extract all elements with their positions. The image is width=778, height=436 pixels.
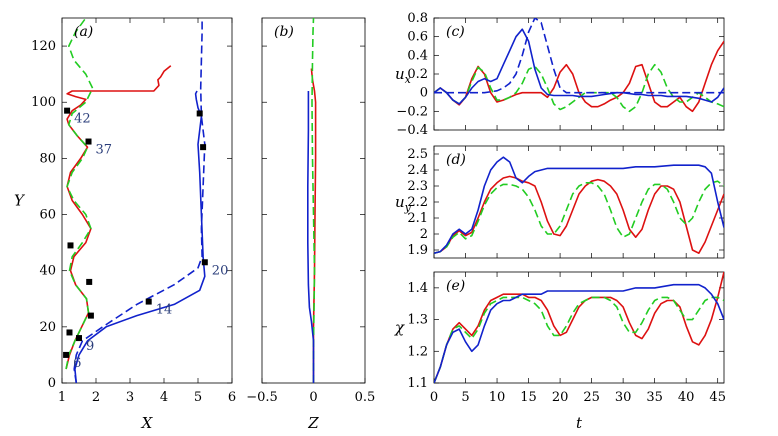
y-axis-label: Y [14, 192, 26, 210]
time-marker-label: 6 [73, 356, 81, 371]
panel-c: −0.4 −0.2 0 0.2 0.4 0.6 0.8 (c) ux [395, 11, 725, 138]
x-tick-label: 15 [520, 390, 537, 405]
series-line-1 [311, 18, 316, 383]
time-marker [87, 312, 94, 319]
axis-frame [433, 17, 725, 131]
series-line-1 [434, 180, 724, 254]
x-tick-label: 0 [430, 390, 438, 405]
y-tick-label: 2.1 [407, 211, 428, 226]
y-tick-label: −0.2 [396, 104, 428, 119]
x-tick-label: 4 [160, 390, 168, 405]
time-marker [66, 329, 73, 336]
y-tick-label: 0 [420, 86, 428, 101]
series-line-0 [434, 40, 724, 113]
y-tick-label: 0.6 [407, 30, 428, 45]
x-tick-label: 0.5 [355, 390, 376, 405]
y-tick-label: 0.8 [407, 11, 428, 26]
y-tick-label: 2.2 [407, 195, 428, 210]
y-tick-label: −0.4 [396, 123, 428, 138]
y-tick-label: 2 [420, 227, 428, 242]
x-axis-label: X [141, 414, 154, 432]
y-tick-label: 120 [31, 39, 56, 54]
x-tick-label: 30 [615, 390, 632, 405]
y-axis-label: ux [395, 65, 412, 86]
time-marker-label: 37 [96, 143, 113, 158]
series-line-2 [307, 91, 315, 383]
y-tick-label: 1.9 [407, 243, 428, 258]
time-marker [67, 242, 74, 249]
series-line-3 [73, 18, 206, 383]
y-tick-label: 0 [48, 376, 56, 391]
y-tick-label: 1.3 [407, 313, 428, 328]
panel-label: (c) [446, 24, 465, 40]
x-tick-label: 1 [58, 390, 66, 405]
x-tick-label: 40 [678, 390, 695, 405]
series-line-2 [74, 90, 206, 383]
panel-label: (d) [446, 152, 466, 168]
x-tick-label: −0.5 [246, 390, 278, 405]
y-tick-label: 60 [39, 208, 56, 223]
x-tick-label: 0 [309, 390, 317, 405]
y-tick-label: 2.5 [407, 147, 428, 162]
panel-label: (b) [274, 24, 294, 40]
series-line-1 [65, 18, 94, 370]
time-marker [64, 107, 71, 114]
panel-label: (a) [74, 24, 93, 40]
axis-frame [433, 271, 725, 384]
series-line-0 [434, 175, 724, 254]
x-tick-label: 25 [583, 390, 600, 405]
time-marker [86, 278, 93, 285]
time-marker-label: 42 [74, 112, 91, 127]
y-tick-label: 40 [39, 264, 56, 279]
panel-b: −0.5 0 0.5 (b) Z [246, 17, 376, 432]
y-tick-label: 1.1 [407, 376, 428, 391]
x-tick-label: 3 [126, 390, 134, 405]
x-tick-label: 6 [228, 390, 236, 405]
y-axis-label: uy [395, 193, 412, 214]
series-line-2 [434, 28, 724, 105]
x-tick-label: 5 [194, 390, 202, 405]
y-tick-label: 80 [39, 151, 56, 166]
time-marker-label: 9 [86, 339, 94, 354]
x-tick-label: 20 [552, 390, 569, 405]
y-tick-label: 20 [39, 320, 56, 335]
panel-label: (e) [446, 278, 465, 294]
x-tick-label: 5 [461, 390, 469, 405]
series-line-2 [434, 283, 724, 383]
series-line-1 [434, 296, 724, 383]
axis-frame [61, 17, 233, 384]
y-tick-label: 0.4 [407, 48, 428, 63]
time-marker [200, 144, 207, 151]
time-marker-label: 20 [212, 263, 229, 278]
y-tick-label: 100 [31, 95, 56, 110]
x-axis-label: t [576, 414, 583, 432]
series-line-2 [434, 156, 724, 254]
panel-e: 0 5 10 15 20 25 30 35 40 45 1.1 1.2 1.3 1.4 (e) t χ [394, 271, 726, 432]
time-marker [76, 335, 82, 342]
y-tick-label: 1.2 [407, 344, 428, 359]
y-tick-label: 1.4 [407, 281, 428, 296]
series-line-3 [434, 18, 724, 94]
time-marker [196, 110, 203, 117]
panel-d: 1.922.12.22.32.42.5 (d) uy [395, 145, 725, 259]
y-tick-label: 2.3 [407, 179, 428, 194]
y-axis-label: χ [394, 319, 405, 337]
time-marker-label: 14 [156, 303, 173, 318]
x-tick-label: 2 [92, 390, 100, 405]
y-tick-label: 2.4 [407, 163, 428, 178]
y-tick-label: 0.2 [407, 67, 428, 82]
x-tick-label: 45 [709, 390, 726, 405]
time-marker [85, 138, 92, 145]
time-marker [201, 259, 208, 266]
x-axis-label: Z [307, 414, 319, 432]
x-tick-label: 35 [646, 390, 663, 405]
time-marker [63, 351, 70, 358]
series-line-1 [434, 63, 724, 113]
series-line-0 [434, 272, 724, 383]
x-tick-label: 10 [489, 390, 506, 405]
time-marker [145, 298, 152, 305]
